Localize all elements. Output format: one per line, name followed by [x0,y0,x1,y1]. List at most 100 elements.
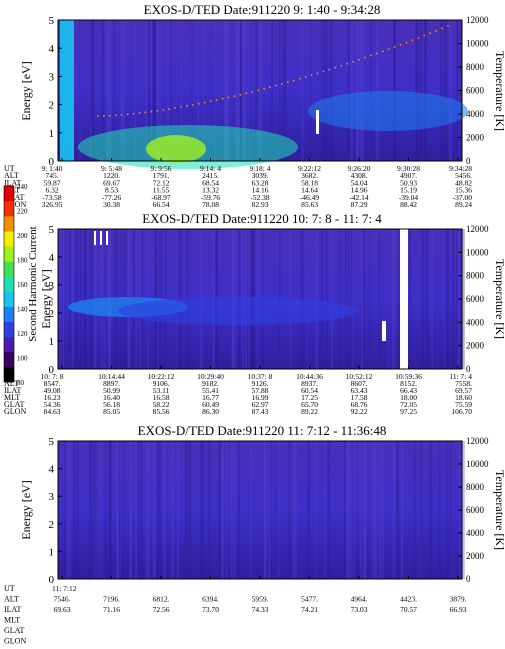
colorbar-tick-label: 240 [17,183,28,191]
spectral-streak [307,441,310,579]
temperature-point [322,70,325,73]
spectral-streak [147,441,150,579]
spectral-streak [159,20,162,161]
panel-2-y2label: Temperature [K] [493,259,505,339]
temperature-point [221,97,224,100]
y-tick-label: 5 [49,15,55,27]
table-cell: 89.24 [455,200,472,209]
spectral-streak [301,20,304,161]
y2-tick-label: 4000 [466,528,485,538]
panel-2-ylabel: Energy [eV] [39,269,53,328]
table-cell: 68.76 [351,400,368,409]
table-cell: 82.93 [252,200,269,209]
y2-tick-label: 0 [466,364,471,374]
spectral-streak [94,441,98,579]
temperature-point [126,113,129,116]
spectral-streak [202,441,205,579]
y-tick-label: 0 [49,156,55,168]
temperature-point [417,36,420,39]
spectral-streak [321,20,324,161]
spectral-streak [235,20,238,161]
colorbar-tick-label: 100 [17,355,28,363]
panel-3-y2label: Temperature [K] [493,470,505,550]
spectral-streak [242,20,246,161]
y-tick-label: 1 [49,546,55,558]
spectral-streak [359,441,362,579]
spectral-streak [359,20,363,161]
spectral-streak [164,441,166,579]
colorbar-cell [4,321,14,338]
spectral-streak [315,229,318,369]
temperature-point [369,54,372,57]
spectral-streak [324,20,328,161]
table-cell: 50.93 [400,178,417,187]
spectral-streak [323,20,325,161]
colorbar-cells [4,186,14,383]
spectral-streak [416,20,420,161]
colorbar-tick-label: 200 [17,232,28,240]
panel-3: EXOS-D/TED Date:911220 11: 7:12 - 11:36:… [4,423,505,646]
colorbar-cell [4,246,14,262]
y-tick-label: 4 [49,43,55,55]
cyan-band [60,20,74,161]
spectral-streak [203,20,205,161]
spectral-streak [357,20,360,161]
spectral-streak [148,20,150,161]
spectral-streak [89,441,92,579]
spectral-streak [259,20,263,161]
spectral-streak [64,441,66,579]
spectral-streak [200,441,202,579]
temperature-point [156,109,159,112]
colorbar-tick-label: 140 [17,306,28,314]
spectral-streak [235,20,238,161]
y2-tick-label: 4000 [466,317,485,327]
temperature-point [144,111,147,114]
spectral-streak [351,229,353,369]
spectral-streak [129,441,132,579]
spectral-streak [376,20,379,161]
y2-tick-label: 10000 [466,459,489,469]
table-cell: 3879. [450,595,467,604]
spectral-streak [123,441,125,579]
table-cell: -42.14 [349,193,369,202]
y2-tick-label: 2000 [466,133,485,143]
spectral-streak [106,20,109,161]
table-cell: 53.11 [153,386,170,395]
table-cell: 9:14: 4 [200,164,221,173]
data-gap [316,110,319,134]
table-cell: 1220. [103,171,120,180]
temperature-point [197,102,200,105]
spectral-streak [445,20,448,161]
spectral-streak [237,441,241,579]
temperature-point [275,84,277,87]
spectral-streak [109,441,112,579]
table-row-label: GLAT [4,626,25,635]
spectral-streak [446,441,449,579]
colorbar-cell [4,366,14,383]
spectral-streak [284,20,287,161]
table-cell: 4423. [400,595,417,604]
table-cell: 16.77 [202,393,219,402]
colorbar-tick-label: 160 [17,281,28,289]
table-cell: 89.22 [301,407,318,416]
y-tick-label: 2 [49,308,55,320]
spectral-streak [58,229,61,369]
y2-tick-label: 6000 [466,86,485,96]
y2-tick-label: 8000 [466,482,485,492]
spectral-streak [362,229,365,369]
spectral-streak [320,229,324,369]
y2-tick-label: 8000 [466,271,485,281]
spectral-streak [163,441,165,579]
table-cell: -46.49 [300,193,320,202]
spectral-streak [393,20,397,161]
table-cell: 72.05 [400,400,417,409]
y-tick-label: 4 [49,252,55,264]
temperature-point [114,114,117,117]
panel-3-ylabel: Energy [eV] [19,480,33,539]
spectral-streak [420,20,422,161]
panel-3-features [64,441,465,579]
colorbar-tick-label: 120 [17,330,28,338]
table-cell: -77.26 [102,193,122,202]
temperature-point [346,62,349,65]
temperature-point [174,107,177,109]
